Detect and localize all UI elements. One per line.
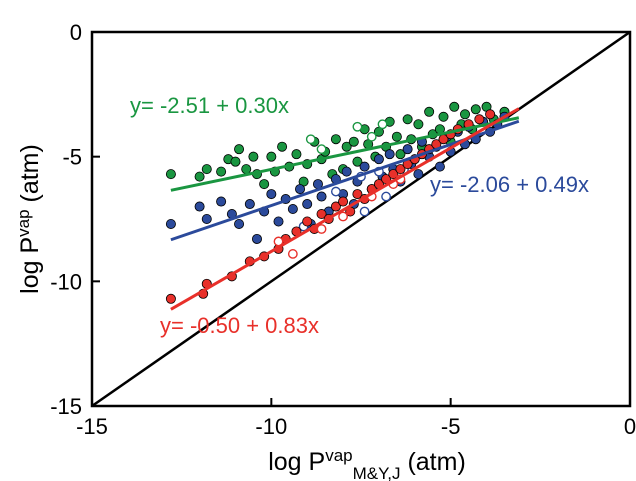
data-point [373, 154, 384, 165]
data-point [251, 233, 262, 244]
y-tick-label: -10 [50, 269, 82, 294]
x-axis-label: log PvapM&Y,J (atm) [268, 446, 466, 481]
data-point [295, 184, 306, 195]
plot-frame [90, 30, 632, 408]
data-point [244, 199, 255, 210]
data-point-open [316, 224, 327, 234]
data-point-open [305, 134, 316, 145]
data-point [413, 169, 424, 180]
data-point [485, 109, 496, 120]
data-point [302, 216, 313, 227]
data-point [216, 196, 227, 207]
data-point [241, 164, 252, 175]
data-point [449, 101, 460, 112]
data-point [474, 114, 485, 125]
data-point-open [359, 206, 370, 217]
data-point [395, 149, 406, 160]
fit-line [170, 107, 520, 311]
data-point-open [316, 144, 327, 155]
regression-equation: y= -0.50 + 0.83x [160, 313, 319, 338]
data-point [216, 166, 227, 177]
data-point [266, 151, 277, 162]
data-point [341, 141, 352, 152]
data-point-open [377, 119, 388, 130]
data-point [330, 201, 341, 212]
data-point [201, 213, 212, 224]
data-point [302, 199, 313, 210]
data-point [316, 191, 327, 202]
data-point-open [338, 211, 348, 222]
data-point [338, 196, 349, 207]
data-point [359, 161, 370, 172]
data-point [413, 119, 424, 130]
data-point [352, 156, 363, 167]
data-point [291, 149, 302, 160]
data-point [165, 293, 176, 304]
data-point [348, 136, 359, 147]
x-tick-label: 0 [624, 414, 636, 439]
data-point [341, 166, 352, 177]
data-point-open [352, 121, 363, 132]
data-point [194, 201, 205, 212]
data-point-open [330, 186, 341, 197]
data-point [234, 218, 245, 229]
data-point [330, 134, 341, 145]
data-point [165, 218, 176, 229]
y-tick-label: -5 [62, 145, 82, 170]
data-point [259, 179, 270, 190]
regression-equation: y= -2.51 + 0.30x [130, 93, 289, 118]
x-tick-label: -15 [76, 414, 108, 439]
data-point [391, 131, 402, 142]
data-point [248, 151, 259, 162]
data-point-open [366, 131, 377, 142]
data-point [438, 111, 449, 122]
data-point [352, 189, 363, 200]
data-point [201, 164, 212, 175]
data-point [434, 161, 445, 172]
data-point [402, 144, 413, 155]
data-point [460, 109, 471, 120]
reference-line-y-equals-x [92, 32, 630, 406]
data-point [287, 204, 298, 215]
data-point [194, 171, 205, 182]
data-point [384, 149, 395, 160]
data-point [395, 164, 406, 175]
x-tick-label: -10 [255, 414, 287, 439]
y-tick-label: 0 [70, 20, 82, 45]
data-point [316, 209, 327, 220]
data-point [470, 104, 481, 115]
data-point-open [381, 191, 392, 202]
data-point [277, 141, 288, 152]
data-point [388, 169, 399, 180]
data-point [266, 189, 277, 200]
fit-line [170, 116, 520, 192]
data-point [230, 156, 241, 167]
data-point-open [287, 249, 298, 259]
data-point [424, 106, 435, 117]
data-point [234, 144, 245, 155]
regression-equation: y= -2.06 + 0.49x [430, 172, 589, 197]
data-point [165, 169, 176, 180]
y-tick-label: -15 [50, 394, 82, 419]
x-tick-label: -5 [441, 414, 461, 439]
data-point [402, 114, 413, 125]
y-axis-label: log Pvap (atm) [14, 144, 44, 294]
data-point [273, 216, 284, 227]
